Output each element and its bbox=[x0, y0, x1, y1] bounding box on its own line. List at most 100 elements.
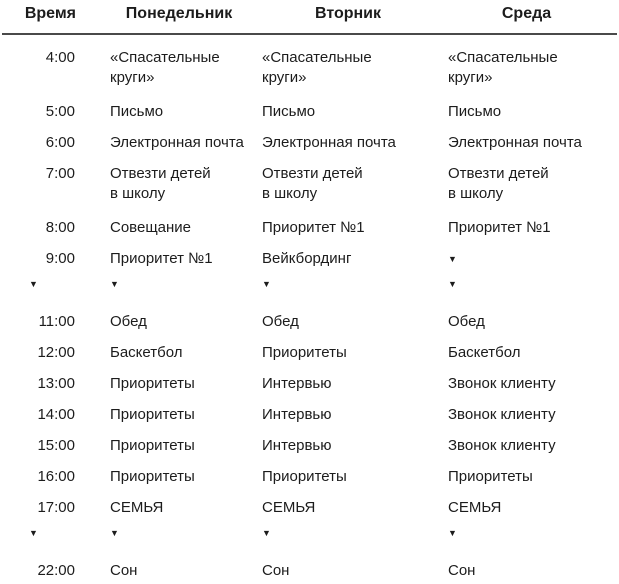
table-row: 7:00 Отвезти детей в школу Отвезти детей в ш… bbox=[0, 164, 619, 204]
cell-text: 15:00 bbox=[37, 437, 75, 454]
cell-text: 5:00 bbox=[45, 103, 75, 120]
cell-text: Звонок клиенту bbox=[448, 375, 556, 392]
cell-text: 7:00 bbox=[45, 165, 75, 182]
day-cell: Письмо bbox=[448, 102, 619, 122]
day-cell: Обед bbox=[448, 312, 619, 332]
continuation-triangle-icon: ▼ bbox=[262, 279, 271, 289]
table-row: 4:00 «Спасательные круги» «Спасательные круг… bbox=[0, 48, 619, 88]
day-cell: СЕМЬЯ ▼ bbox=[448, 498, 619, 540]
cell-text: Баскетбол bbox=[448, 344, 521, 361]
day-cell: «Спасательные круги» bbox=[262, 48, 448, 88]
cell-text: «Спасательные bbox=[448, 49, 558, 66]
day-cell: Электронная почта bbox=[110, 133, 262, 153]
time-cell: 13:00 bbox=[0, 374, 110, 394]
day-cell: СЕМЬЯ ▼ bbox=[110, 498, 262, 540]
header-tuesday: Вторник bbox=[314, 5, 382, 22]
time-cell: 9:00 ▼ bbox=[0, 249, 110, 291]
table-row: 9:00 ▼ Приоритет №1 ▼ Вейкбординг ▼ ▼ ▼ bbox=[0, 249, 619, 291]
cell-text: Электронная почта bbox=[110, 134, 244, 151]
day-cell: Приоритет №1 bbox=[262, 218, 448, 238]
time-cell: 17:00 ▼ bbox=[0, 498, 110, 540]
day-cell: «Спасательные круги» bbox=[110, 48, 262, 88]
cell-text: Обед bbox=[110, 313, 147, 330]
time-cell: 12:00 bbox=[0, 343, 110, 363]
day-cell: Электронная почта bbox=[448, 133, 619, 153]
day-cell: Приоритет №1 bbox=[448, 218, 619, 238]
time-cell: 7:00 bbox=[0, 164, 110, 204]
cell-text: Звонок клиенту bbox=[448, 406, 556, 423]
continuation-triangle-icon: ▼ bbox=[448, 279, 457, 289]
cell-text: Отвезти детей bbox=[448, 165, 549, 182]
cell-text: Вейкбординг bbox=[262, 250, 352, 267]
cell-text: Приоритеты bbox=[262, 344, 347, 361]
day-cell: Сон bbox=[262, 561, 448, 581]
time-cell: 8:00 bbox=[0, 218, 110, 238]
cell-text: 13:00 bbox=[37, 375, 75, 392]
table-row: 14:00 Приоритеты Интервью Звонок клиенту bbox=[0, 405, 619, 425]
cell-text: Баскетбол bbox=[110, 344, 183, 361]
cell-text: 17:00 bbox=[37, 499, 75, 516]
cell-text: Звонок клиенту bbox=[448, 437, 556, 454]
day-cell: Приоритеты bbox=[110, 436, 262, 456]
continuation-triangle-icon: ▼ bbox=[110, 279, 119, 289]
cell-text: «Спасательные bbox=[110, 49, 220, 66]
header-wednesday: Среда bbox=[501, 5, 552, 22]
day-cell: Отвезти детей в школу bbox=[448, 164, 619, 204]
day-cell: Обед bbox=[262, 312, 448, 332]
cell-text: 4:00 bbox=[45, 49, 75, 66]
cell-text: СЕМЬЯ bbox=[110, 499, 164, 516]
time-cell: 16:00 bbox=[0, 467, 110, 487]
table-row: 12:00 Баскетбол Приоритеты Баскетбол bbox=[0, 343, 619, 363]
cell-text: Приоритеты bbox=[110, 468, 195, 485]
cell-text: Приоритет №1 bbox=[110, 250, 213, 267]
cell-text: Совещание bbox=[110, 219, 192, 236]
day-cell: Звонок клиенту bbox=[448, 436, 619, 456]
continuation-triangle-icon: ▼ bbox=[29, 279, 38, 289]
cell-text: СЕМЬЯ bbox=[448, 499, 502, 516]
table-row: 22:00 Сон Сон Сон bbox=[0, 561, 619, 581]
cell-text: круги» bbox=[448, 69, 493, 86]
day-cell: Интервью bbox=[262, 374, 448, 394]
cell-text: Приоритеты bbox=[448, 468, 533, 485]
table-header: Время Понедельник Вторник Среда bbox=[0, 4, 619, 24]
day-cell: «Спасательные круги» bbox=[448, 48, 619, 88]
cell-text: Обед bbox=[448, 313, 485, 330]
table-row: 15:00 Приоритеты Интервью Звонок клиенту bbox=[0, 436, 619, 456]
day-cell: Письмо bbox=[110, 102, 262, 122]
cell-text: 16:00 bbox=[37, 468, 75, 485]
day-cell: Отвезти детей в школу bbox=[110, 164, 262, 204]
day-cell: Баскетбол bbox=[448, 343, 619, 363]
cell-text: круги» bbox=[110, 69, 155, 86]
cell-text: Электронная почта bbox=[448, 134, 582, 151]
day-cell: Электронная почта bbox=[262, 133, 448, 153]
cell-text: Приоритеты bbox=[262, 468, 347, 485]
day-cell: Приоритеты bbox=[262, 343, 448, 363]
time-cell: 11:00 bbox=[0, 312, 110, 332]
cell-text: 22:00 bbox=[37, 562, 75, 579]
cell-text: 6:00 bbox=[45, 134, 75, 151]
cell-text: Отвезти детей bbox=[262, 165, 363, 182]
cell-text: Приоритеты bbox=[110, 406, 195, 423]
time-cell: 14:00 bbox=[0, 405, 110, 425]
cell-text: «Спасательные bbox=[262, 49, 372, 66]
day-cell: Звонок клиенту bbox=[448, 405, 619, 425]
day-cell: Приоритет №1 ▼ bbox=[110, 249, 262, 291]
cell-text: в школу bbox=[448, 185, 504, 202]
cell-text: Обед bbox=[262, 313, 299, 330]
time-cell: 22:00 bbox=[0, 561, 110, 581]
table-row: 8:00 Совещание Приоритет №1 Приоритет №1 bbox=[0, 218, 619, 238]
day-cell: Письмо bbox=[262, 102, 448, 122]
day-cell: Сон bbox=[448, 561, 619, 581]
cell-text: Сон bbox=[110, 562, 138, 579]
cell-text: Интервью bbox=[262, 406, 332, 423]
cell-text: Сон bbox=[448, 562, 476, 579]
cell-text: 9:00 bbox=[45, 250, 75, 267]
day-cell: Приоритеты bbox=[110, 467, 262, 487]
cell-text: в школу bbox=[262, 185, 318, 202]
day-cell: Приоритеты bbox=[110, 405, 262, 425]
cell-text: 12:00 bbox=[37, 344, 75, 361]
table-body: 4:00 «Спасательные круги» «Спасательные круг… bbox=[0, 35, 619, 581]
cell-text: Приоритеты bbox=[110, 437, 195, 454]
cell-text: Электронная почта bbox=[262, 134, 396, 151]
